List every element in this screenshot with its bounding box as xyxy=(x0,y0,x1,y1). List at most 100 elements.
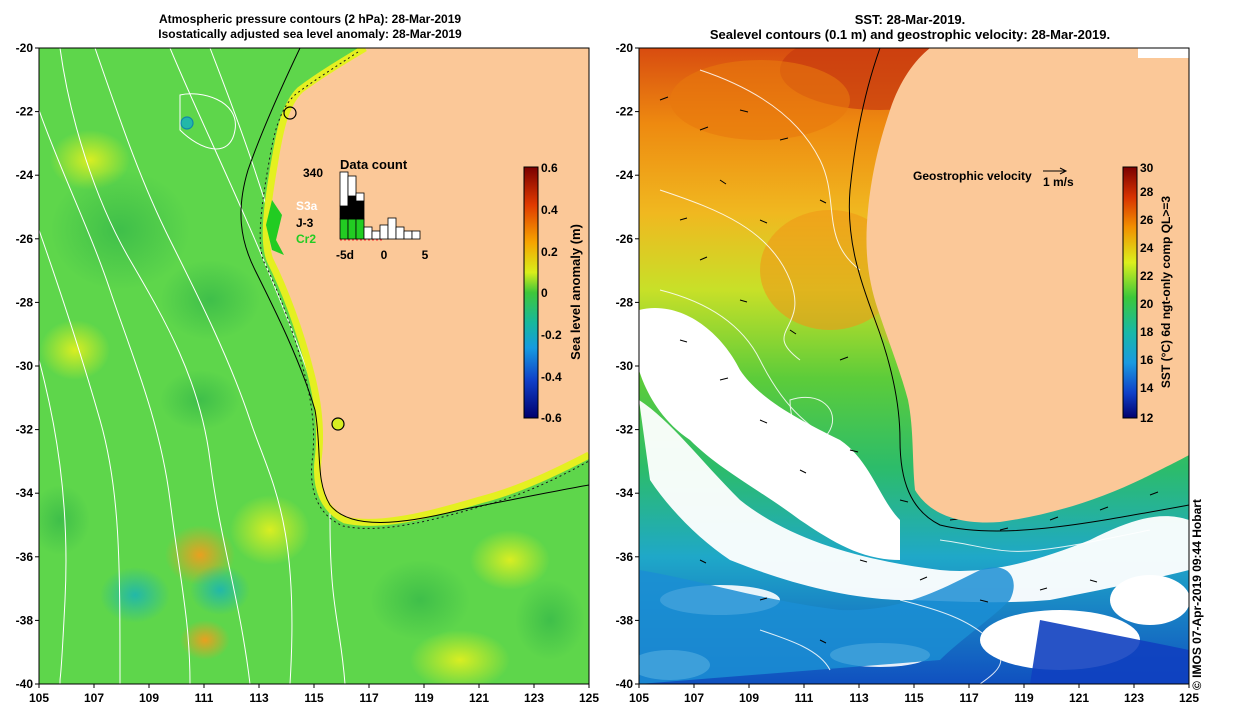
lat-tick-label: -40 xyxy=(616,677,634,691)
lon-tick-label: 123 xyxy=(1124,691,1144,705)
lat-tick-label: -28 xyxy=(616,295,634,309)
sst-colorbar-tick: 12 xyxy=(1140,411,1154,425)
sst-colorbar-tick: 24 xyxy=(1140,241,1154,255)
shelf-contour xyxy=(240,48,589,523)
sst-colorbar-tick: 14 xyxy=(1140,381,1154,395)
sealevel-contours xyxy=(659,69,1151,684)
lat-tick-label: -38 xyxy=(616,613,634,627)
sla-colorbar-tick: 0.6 xyxy=(541,161,558,175)
sst-colorbar-tick: 16 xyxy=(1140,353,1154,367)
mission-cr2-label: Cr2 xyxy=(296,232,316,246)
lon-tick-label: 119 xyxy=(1014,691,1034,705)
lon-tick-label: 117 xyxy=(959,691,979,705)
sla-colorbar-tick: -0.4 xyxy=(541,370,562,384)
lon-tick-label: 121 xyxy=(469,691,489,705)
inset-max-label: 340 xyxy=(303,166,323,180)
sst-map xyxy=(639,48,1189,684)
sst-cool-water xyxy=(639,567,1014,684)
sst-cold-water xyxy=(1030,620,1189,684)
lon-tick-label: 111 xyxy=(195,691,214,705)
tide-gauge-marker xyxy=(283,106,297,120)
lon-tick-label: 109 xyxy=(139,691,159,705)
sla-anomaly-patches xyxy=(39,130,585,684)
lat-tick-label: -34 xyxy=(616,486,634,500)
australia-landmass xyxy=(866,48,1189,523)
lat-tick-label: -38 xyxy=(16,613,34,627)
sla-colorbar-ramp xyxy=(523,166,539,419)
arrowhead-icon xyxy=(1059,167,1068,175)
tide-gauge-marker xyxy=(180,116,194,130)
lat-tick-label: -24 xyxy=(16,168,34,182)
inset-xtick: -5d xyxy=(336,248,354,262)
lon-tick-label: 119 xyxy=(414,691,434,705)
lat-tick-label: -22 xyxy=(16,105,34,119)
sst-colorbar-tick: 18 xyxy=(1140,325,1154,339)
lon-tick-label: 125 xyxy=(579,691,599,705)
sst-colorbar-label: SST (°C) 6d ngt-only comp QL>=3 xyxy=(1159,196,1173,388)
left-panel-title: Atmospheric pressure contours (2 hPa): 2… xyxy=(100,12,520,42)
left-title-line2: Isostatically adjusted sea level anomaly… xyxy=(158,27,462,41)
sst-colorbar-tick: 26 xyxy=(1140,213,1154,227)
lon-tick-label: 115 xyxy=(304,691,324,705)
lon-tick-label: 111 xyxy=(795,691,814,705)
lon-tick-label: 105 xyxy=(629,691,649,705)
lat-tick-label: -32 xyxy=(616,423,634,437)
data-count-inset: Data count 340 S3a J-3 Cr2 -5d 0 5 xyxy=(296,157,429,262)
right-title-line2: Sealevel contours (0.1 m) and geostrophi… xyxy=(709,27,1111,42)
shark-bay-area xyxy=(266,200,284,255)
sla-colorbar-tick: -0.6 xyxy=(541,411,562,425)
lat-tick-label: -20 xyxy=(616,41,634,55)
inset-histogram xyxy=(339,171,421,240)
map-corner-mask xyxy=(1138,48,1189,58)
australia-landmass xyxy=(266,48,589,523)
lon-tick-label: 105 xyxy=(29,691,49,705)
lon-tick-label: 109 xyxy=(739,691,759,705)
lon-tick-label: 113 xyxy=(849,691,869,705)
sla-colorbar-tick: -0.2 xyxy=(541,328,562,342)
velocity-legend: Geostrophic velocity 1 m/s xyxy=(913,167,1074,189)
left-title-line1: Atmospheric pressure contours (2 hPa): 2… xyxy=(158,12,462,26)
sla-colorbar-tick: 0 xyxy=(541,286,548,300)
lon-tick-label: 107 xyxy=(84,691,104,705)
sla-colorbar: 0.6 0.4 0.2 0 -0.2 -0.4 -0.6 Sea level a… xyxy=(523,161,583,425)
coastal-anomaly-band xyxy=(262,48,589,526)
lat-tick-label: -36 xyxy=(16,550,34,564)
sla-colorbar-label: Sea level anomaly (m) xyxy=(568,224,583,360)
lon-tick-label: 123 xyxy=(524,691,544,705)
right-title-line1: SST: 28-Mar-2019. xyxy=(854,12,966,27)
lat-tick-label: -20 xyxy=(16,41,34,55)
velocity-scale-label: 1 m/s xyxy=(1043,175,1074,189)
sst-colorbar: 30 28 26 24 22 20 18 16 14 12 SST (°C) 6… xyxy=(1122,161,1173,425)
lat-tick-label: -32 xyxy=(16,423,34,437)
inset-xtick: 0 xyxy=(381,248,388,262)
lon-tick-label: 121 xyxy=(1069,691,1089,705)
right-panel-title: SST: 28-Mar-2019. Sealevel contours (0.1… xyxy=(640,12,1180,42)
sst-colorbar-tick: 20 xyxy=(1140,297,1154,311)
lat-tick-label: -28 xyxy=(16,295,34,309)
lon-tick-label: 117 xyxy=(359,691,379,705)
sla-colorbar-tick: 0.4 xyxy=(541,203,558,217)
lat-tick-label: -40 xyxy=(16,677,34,691)
velocity-legend-label: Geostrophic velocity xyxy=(913,169,1032,183)
sst-colorbar-tick: 30 xyxy=(1140,161,1154,175)
shelf-contour xyxy=(848,48,1189,532)
sst-colorbar-tick: 28 xyxy=(1140,185,1154,199)
lon-tick-label: 113 xyxy=(249,691,269,705)
lat-tick-label: -22 xyxy=(616,105,634,119)
copyright-notice: © IMOS 07-Apr-2019 09:44 Hobart xyxy=(1190,499,1204,690)
inset-title: Data count xyxy=(340,157,408,172)
lon-tick-label: 115 xyxy=(904,691,924,705)
mission-j3-label: J-3 xyxy=(296,216,314,230)
sla-colorbar-tick: 0.2 xyxy=(541,245,558,259)
sla-map xyxy=(39,48,589,684)
sst-colorbar-tick: 22 xyxy=(1140,269,1154,283)
lon-tick-label: 125 xyxy=(1179,691,1199,705)
sst-colorbar-ramp xyxy=(1122,166,1138,419)
lat-tick-label: -30 xyxy=(616,359,634,373)
lon-tick-label: 107 xyxy=(684,691,704,705)
tide-gauge-marker xyxy=(331,417,345,431)
lat-tick-label: -36 xyxy=(616,550,634,564)
lat-tick-label: -26 xyxy=(16,232,34,246)
